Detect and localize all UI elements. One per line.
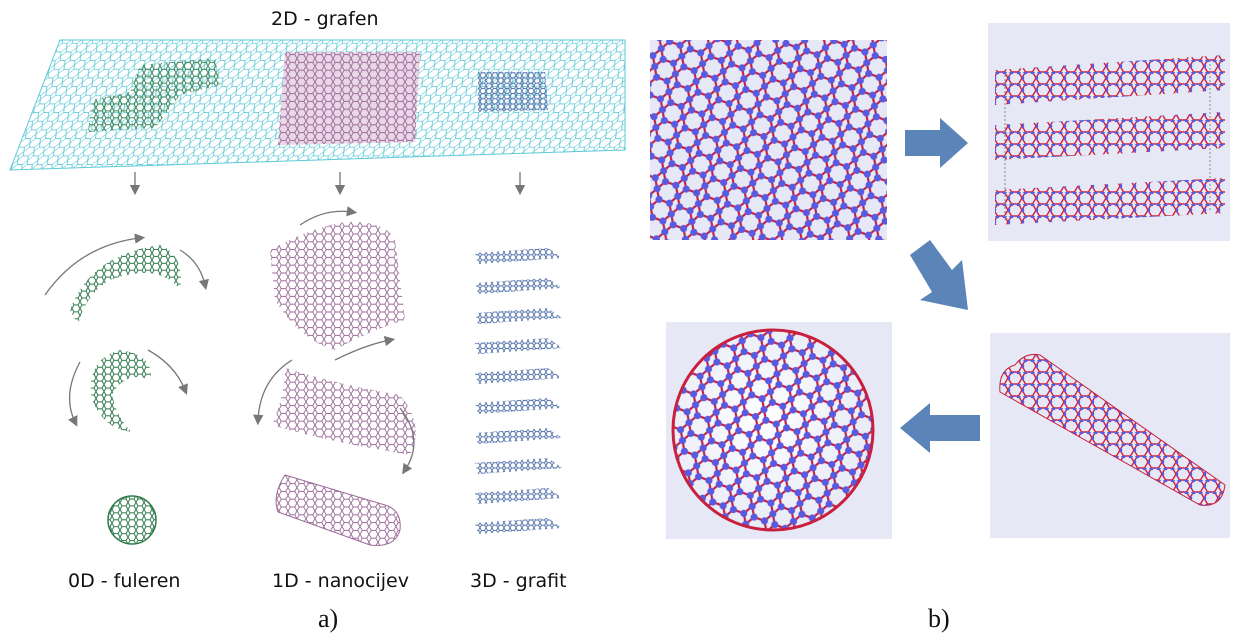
arrow-diagonal xyxy=(910,240,968,310)
process-arrows xyxy=(900,118,980,453)
fullerene-arc-1 xyxy=(70,245,181,325)
graphite-label: 3D - grafit xyxy=(470,570,567,592)
graphite-illustration xyxy=(475,248,562,534)
panel-graphene-sheet xyxy=(650,40,887,240)
panel-buckyball xyxy=(666,322,892,539)
fullerene-arc-2 xyxy=(90,350,151,432)
nanotube-rolled xyxy=(275,474,401,546)
fullerene-label: 0D - fuleren xyxy=(68,570,181,592)
transformation-arrows xyxy=(129,172,526,196)
nanotube-illustration xyxy=(253,206,416,546)
graphene-sheet xyxy=(9,39,626,171)
fullerene-fragment xyxy=(88,58,220,132)
graphite-fragment xyxy=(478,72,548,112)
caption-a: a) xyxy=(318,604,339,633)
fullerene-illustration xyxy=(44,233,209,545)
caption-b: b) xyxy=(928,604,950,633)
nanotube-label: 1D - nanocijev xyxy=(272,570,409,592)
panel-nanotube xyxy=(990,333,1230,538)
arrow-right xyxy=(905,118,968,168)
arrow-left xyxy=(900,403,980,453)
nanotube-sheet-curl xyxy=(270,221,405,350)
nanotube-half-roll xyxy=(272,368,416,455)
panel-graphite-stack xyxy=(988,23,1230,241)
graphene-label: 2D - grafen xyxy=(271,8,379,30)
fullerene-ball xyxy=(107,495,157,545)
